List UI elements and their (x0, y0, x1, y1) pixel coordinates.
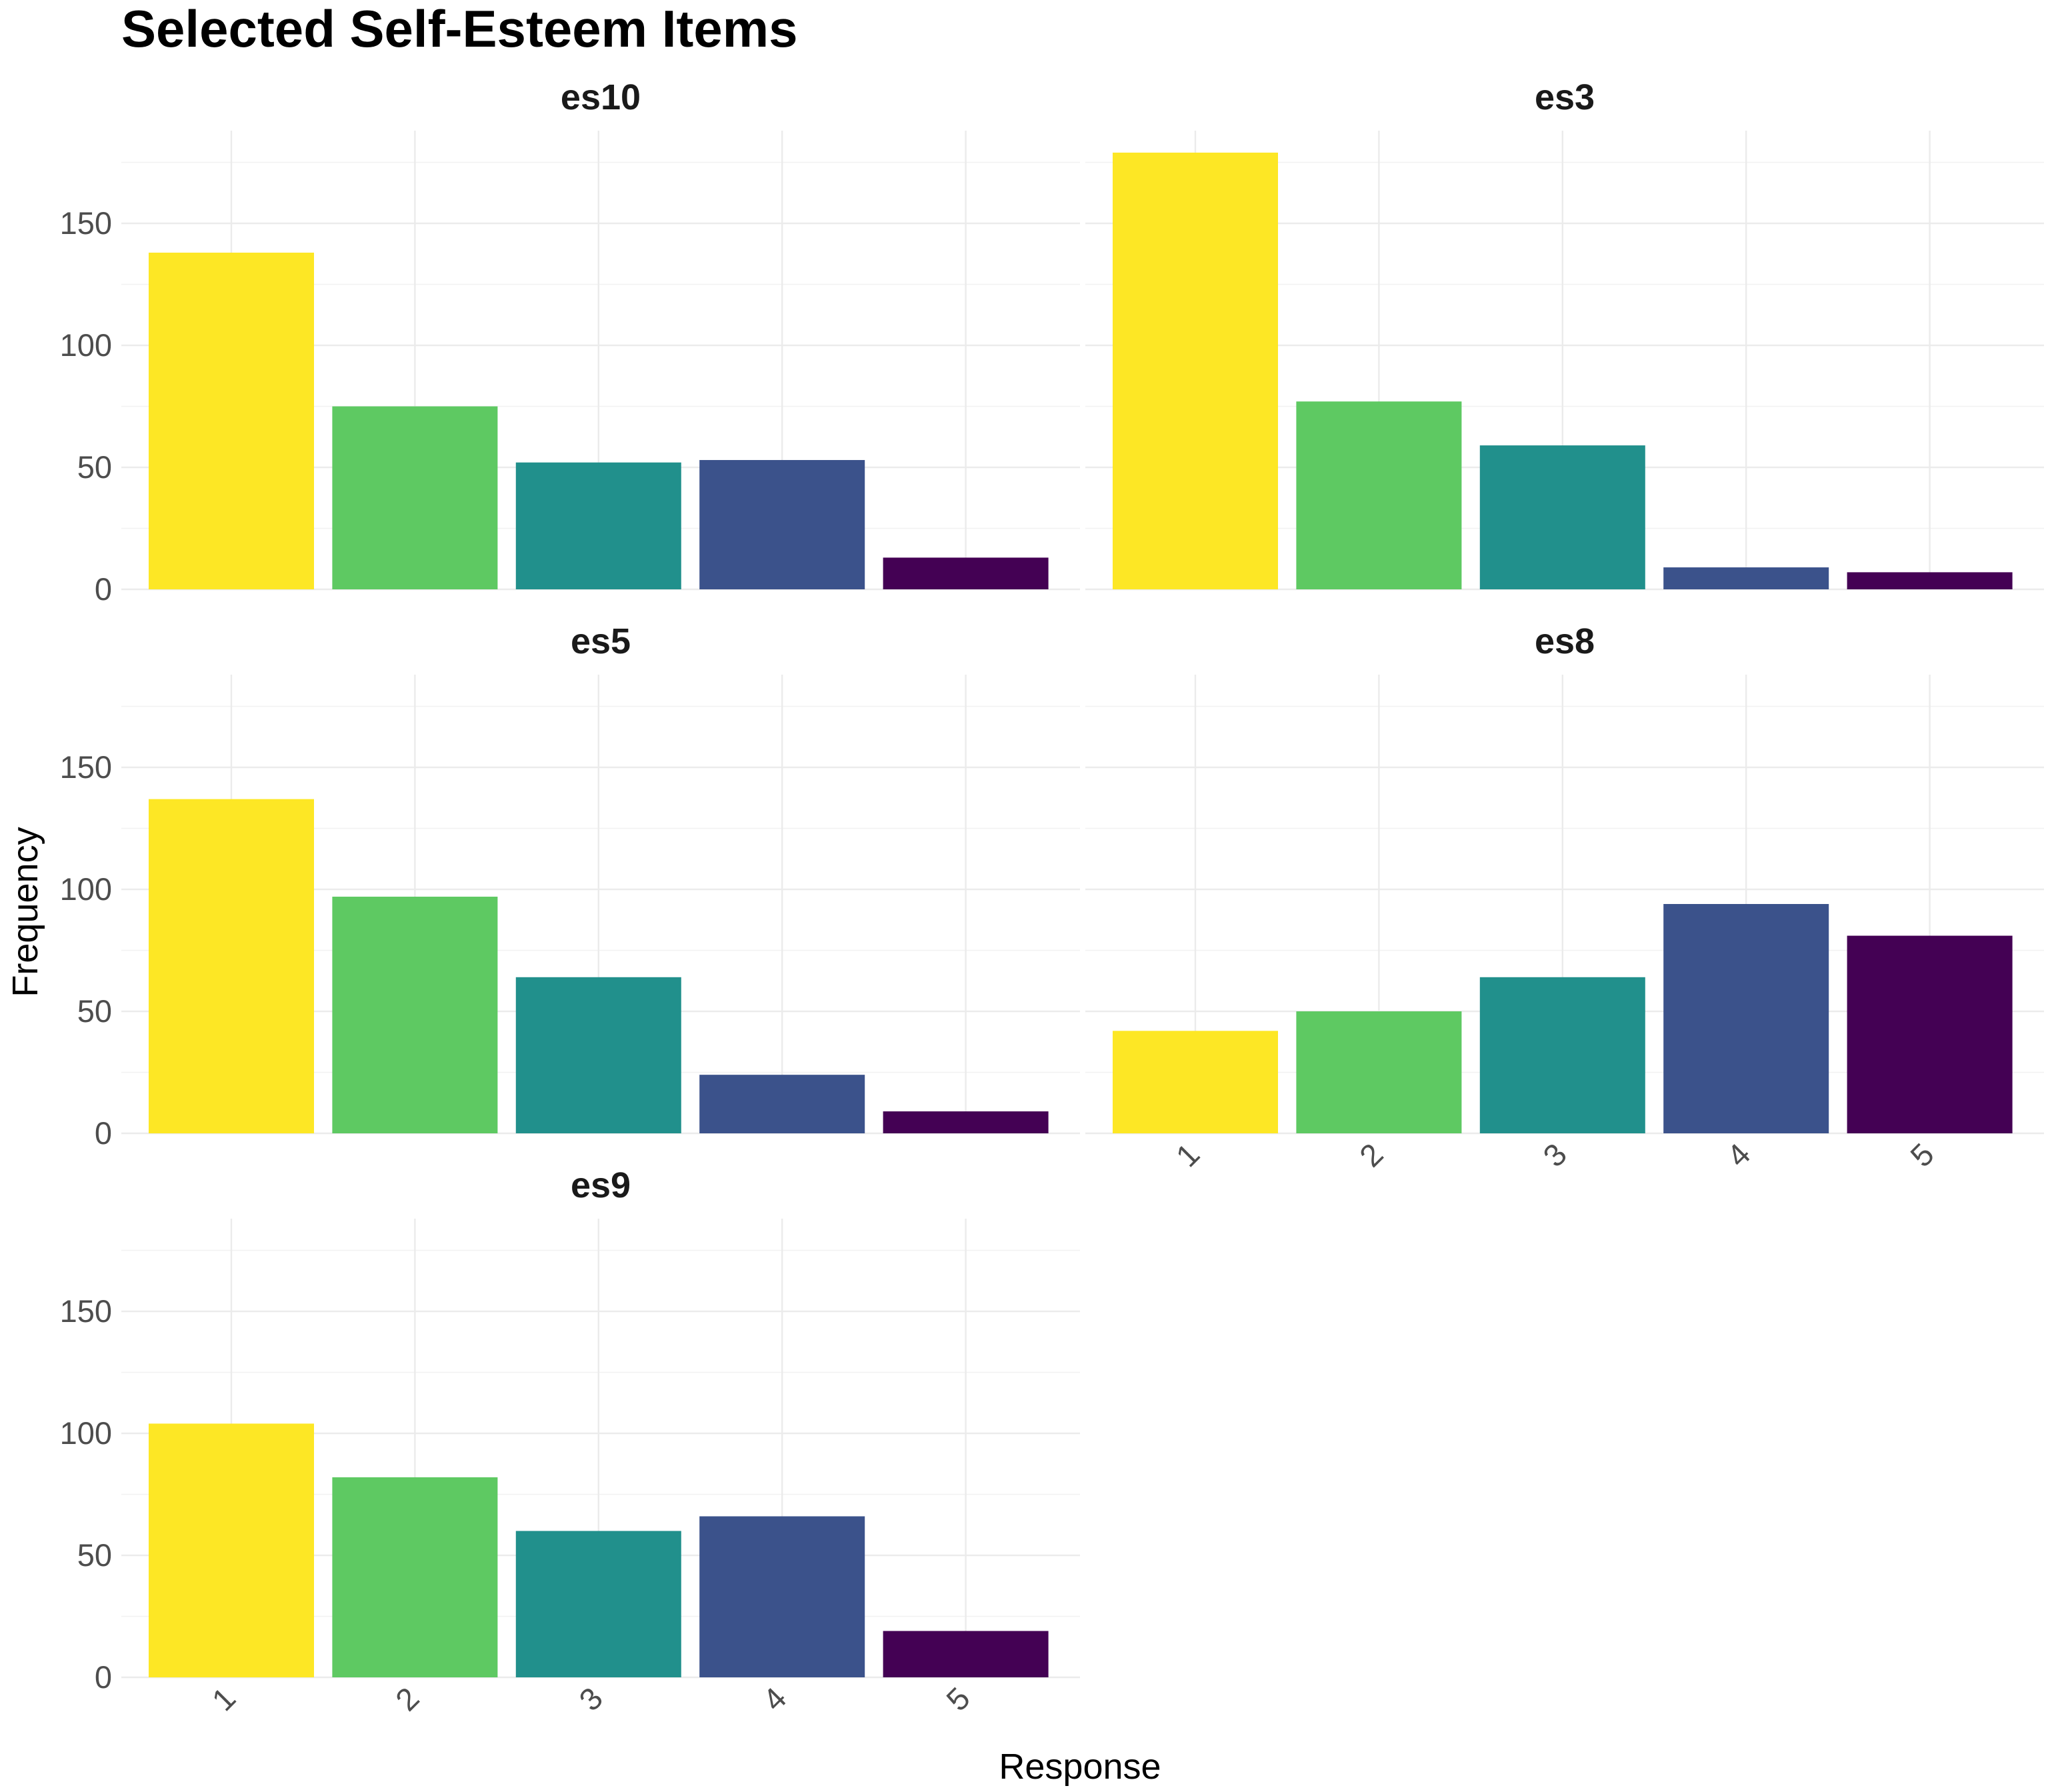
x-tick-label: 2 (389, 1680, 426, 1717)
y-tick-label: 0 (95, 1115, 112, 1151)
bar-es9-2 (332, 1477, 498, 1677)
bar-es9-1 (149, 1423, 314, 1677)
bar-es5-2 (332, 897, 498, 1133)
x-tick-label: 1 (1169, 1136, 1206, 1173)
bar-es10-4 (699, 460, 865, 589)
y-tick-label: 100 (60, 327, 112, 363)
bar-es9-5 (883, 1631, 1049, 1677)
x-axis-title: Response (999, 1747, 1161, 1787)
bar-es8-1 (1113, 1031, 1278, 1133)
bar-es3-1 (1113, 152, 1278, 590)
bar-es5-3 (515, 977, 681, 1133)
y-tick-label: 100 (60, 871, 112, 907)
x-tick-label: 2 (1353, 1136, 1390, 1173)
y-tick-label: 50 (77, 1537, 112, 1573)
x-tick-label: 5 (939, 1680, 977, 1717)
facet-panel-es5: es5 0 50 100 150 (60, 621, 1080, 1151)
bar-es10-1 (149, 252, 314, 589)
facet-panel-es10: es10 0 50 100 150 (60, 77, 1080, 607)
x-tick-label: 4 (1720, 1136, 1757, 1173)
y-tick-label: 150 (60, 1293, 112, 1329)
bar-es8-4 (1663, 904, 1829, 1133)
facet-label-es9: es9 (571, 1165, 631, 1205)
y-tick-label: 50 (77, 993, 112, 1029)
x-tick-label: 5 (1903, 1136, 1941, 1173)
facet-panel-es9: es9 0 50 100 150 1 2 3 4 5 (60, 1165, 1080, 1717)
facet-label-es8: es8 (1535, 621, 1595, 661)
bar-es8-5 (1847, 935, 2013, 1133)
y-axis-title: Frequency (5, 827, 45, 997)
y-tick-label: 50 (77, 449, 112, 485)
bar-es9-4 (699, 1516, 865, 1677)
facet-panel-es3: es3 (1085, 77, 2044, 591)
bar-es3-5 (1847, 572, 2013, 589)
chart-title: Selected Self-Esteem Items (121, 0, 797, 58)
y-tick-label: 0 (95, 1659, 112, 1695)
bar-es5-1 (149, 799, 314, 1133)
facet-panel-es8: es8 1 2 3 4 5 (1085, 621, 2044, 1173)
bar-es3-2 (1296, 401, 1462, 589)
bar-es9-3 (515, 1531, 681, 1677)
facet-label-es5: es5 (571, 621, 631, 661)
x-tick-label: 3 (1536, 1136, 1573, 1173)
bar-es3-4 (1663, 567, 1829, 589)
x-tick-label: 4 (756, 1680, 793, 1717)
bar-es3-3 (1479, 445, 1645, 589)
bar-es8-2 (1296, 1011, 1462, 1133)
bar-es10-2 (332, 406, 498, 589)
x-tick-label: 3 (572, 1680, 609, 1717)
y-tick-label: 0 (95, 571, 112, 607)
x-tick-label: 1 (205, 1680, 242, 1717)
y-tick-label: 150 (60, 205, 112, 241)
bar-es10-3 (515, 462, 681, 589)
y-tick-label: 100 (60, 1415, 112, 1451)
bar-es5-4 (699, 1075, 865, 1133)
facet-label-es10: es10 (561, 77, 641, 117)
bar-es5-5 (883, 1111, 1049, 1133)
y-tick-label: 150 (60, 749, 112, 785)
bar-es10-5 (883, 557, 1049, 589)
bar-es8-3 (1479, 977, 1645, 1133)
facet-label-es3: es3 (1535, 77, 1595, 117)
